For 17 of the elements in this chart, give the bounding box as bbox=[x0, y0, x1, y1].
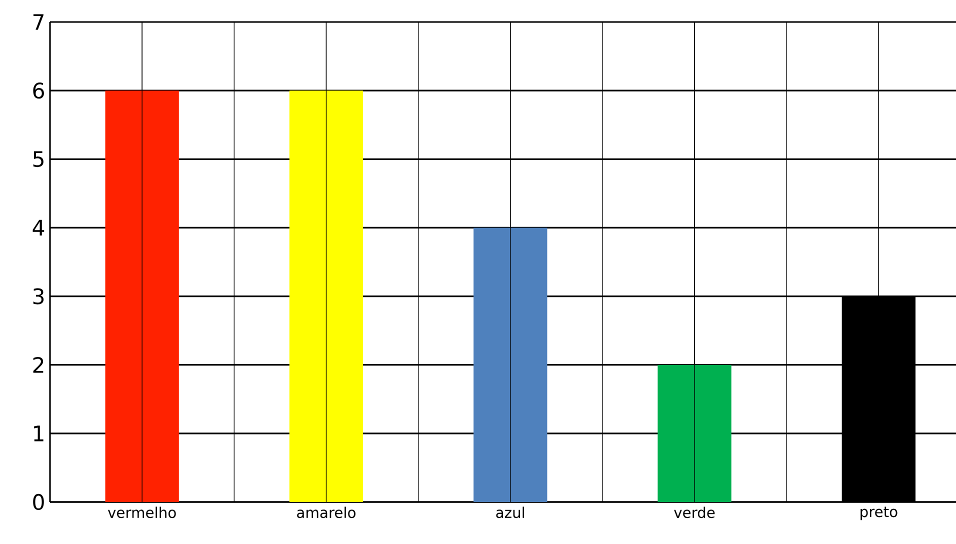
y-tick-label: 0 bbox=[33, 494, 44, 510]
y-tick-label: 3 bbox=[33, 288, 44, 304]
x-tick-label: vermelho bbox=[108, 506, 176, 518]
y-tick-label: 4 bbox=[32, 220, 44, 236]
y-tick-label: 2 bbox=[33, 356, 44, 373]
x-tick-label: azul bbox=[496, 506, 524, 518]
x-tick-label: preto bbox=[860, 506, 898, 520]
bar bbox=[289, 90, 364, 502]
y-tick-label: 6 bbox=[33, 82, 44, 99]
bar bbox=[474, 228, 548, 502]
bar bbox=[658, 364, 732, 502]
y-tick-label: 7 bbox=[33, 14, 44, 30]
x-tick-label: amarelo bbox=[297, 506, 356, 518]
x-tick-label: verde bbox=[674, 506, 715, 518]
y-tick-label: 5 bbox=[33, 151, 44, 168]
bar bbox=[105, 90, 179, 502]
y-tick-label: 1 bbox=[34, 426, 44, 442]
